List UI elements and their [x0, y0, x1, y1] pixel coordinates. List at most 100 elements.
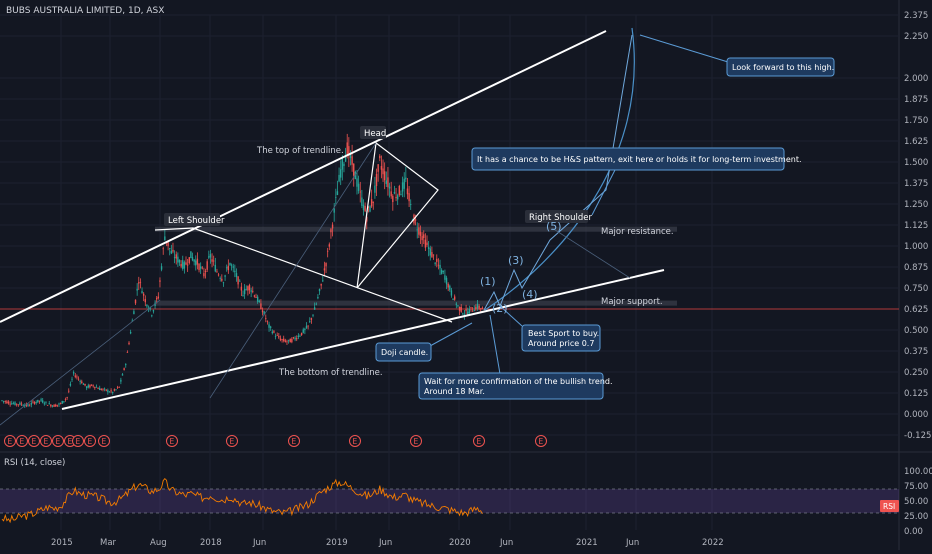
candle-body	[92, 385, 94, 387]
candle-body	[235, 273, 238, 278]
candle-body	[38, 400, 41, 402]
top-trendline-label: The top of trendline.	[256, 146, 344, 156]
right-shoulder-label: Right Shoulder	[529, 213, 592, 223]
candle-body	[305, 325, 308, 329]
candle-body	[239, 280, 241, 282]
candle-body	[222, 282, 225, 284]
candle-body	[310, 318, 313, 320]
time-tick-label: Jun	[252, 538, 266, 548]
candle-body	[478, 305, 480, 309]
candle-body	[97, 388, 99, 390]
candle-body	[173, 257, 176, 258]
candle-body	[408, 193, 410, 202]
candle-body	[457, 305, 459, 307]
candle-body	[313, 307, 316, 310]
candle-body	[437, 264, 440, 266]
callout-hs-pattern[interactable]: It has a chance to be H&S pattern, exit …	[471, 147, 802, 216]
candle-body	[369, 206, 371, 212]
candle-body	[175, 254, 177, 259]
candle-body	[432, 254, 435, 256]
candle-body	[266, 320, 269, 322]
rsi-tick-label: 100.00	[904, 467, 932, 477]
candle-body	[76, 376, 78, 378]
callout-pointer	[499, 305, 523, 327]
rsi-badge-box	[880, 500, 899, 512]
candle-body	[121, 374, 124, 376]
candle-body	[458, 306, 461, 311]
candle-body	[333, 208, 335, 213]
candle-body	[292, 337, 295, 339]
candle-body	[323, 268, 326, 271]
candle-body	[276, 335, 278, 336]
candle-body	[366, 216, 368, 222]
candle-body	[410, 204, 412, 205]
candle-body	[398, 185, 401, 196]
earnings-marker-label: E	[68, 437, 73, 446]
callout-text-line2: Around 18 Mar.	[424, 387, 485, 396]
candle-body	[115, 389, 117, 391]
upper-channel-line	[0, 30, 607, 323]
symbol-title: BUBS AUSTRALIA LIMITED, 1D, ASX	[6, 6, 164, 16]
price-axis[interactable]: 2.375 2.250 2.000 1.875 1.750 1.625 1.500 1.375…	[904, 11, 931, 441]
candle-body	[141, 291, 143, 294]
candle-body	[367, 206, 370, 208]
candle-body	[206, 261, 208, 270]
time-tick-label: Jun	[499, 538, 513, 548]
candle-body	[118, 386, 120, 388]
candle-body	[296, 338, 298, 340]
candle-body	[460, 306, 462, 312]
candle-body	[112, 391, 114, 393]
candle-body	[416, 229, 418, 231]
callout-text: It has a chance to be H&S pattern, exit …	[477, 155, 802, 164]
candle-body	[28, 405, 31, 407]
candle-body	[470, 306, 472, 308]
candle-body	[439, 264, 441, 269]
callout-doji[interactable]: Doji candle.	[375, 322, 473, 362]
callout-text-line2: Around price 0.7	[528, 339, 594, 348]
candle-body	[427, 247, 430, 249]
callout-text-line1: Wait for more confirmation of the bullis…	[424, 377, 613, 386]
price-tick-label: 1.625	[904, 137, 928, 147]
earnings-marker-label: E	[292, 437, 297, 446]
candle-body	[159, 280, 161, 282]
candle-body	[198, 263, 200, 271]
price-tick-label: 2.000	[904, 74, 928, 84]
candle-body	[390, 191, 392, 197]
candle-body	[242, 295, 244, 296]
callout-best-spot[interactable]: Best Sport to buy. Around price 0.7	[499, 305, 601, 352]
candle-body	[452, 298, 454, 300]
candle-body	[42, 400, 44, 403]
candle-body	[99, 388, 101, 391]
price-tick-label: 2.375	[904, 11, 928, 21]
time-axis[interactable]: 2015 Mar Aug 2018 Jun 2019 Jun 2020 Jun 2021 Jun 20…	[51, 538, 724, 548]
candle-body	[32, 401, 34, 403]
callout-text: Doji candle.	[381, 348, 428, 357]
candle-body	[356, 178, 358, 187]
candle-body	[463, 314, 466, 316]
candle-body	[243, 288, 246, 295]
candle-body	[53, 404, 55, 407]
callout-wait[interactable]: Wait for more confirmation of the bullis…	[418, 314, 613, 400]
candle-body	[22, 405, 24, 407]
candle-body	[351, 156, 353, 165]
candle-body	[120, 379, 122, 382]
candle-body	[392, 195, 394, 203]
candle-body	[312, 314, 314, 316]
earnings-marker-label: E	[76, 437, 81, 446]
candle-body	[340, 169, 342, 178]
callout-pointer	[489, 314, 501, 375]
price-tick-label: 1.500	[904, 158, 928, 168]
callout-look-forward[interactable]: Look forward to this high.	[639, 34, 835, 77]
candle-body	[50, 404, 52, 407]
earnings-marker-circle	[473, 435, 485, 447]
wave-label-5: (5)	[546, 220, 562, 233]
candle-body	[136, 288, 138, 291]
time-tick-label: Mar	[100, 538, 117, 548]
price-tick-label: 1.250	[904, 200, 928, 210]
candle-body	[227, 265, 230, 271]
price-tick-label: 0.875	[904, 263, 928, 273]
candle-body	[318, 288, 321, 292]
candle-body	[229, 262, 231, 266]
candle-body	[248, 285, 251, 291]
